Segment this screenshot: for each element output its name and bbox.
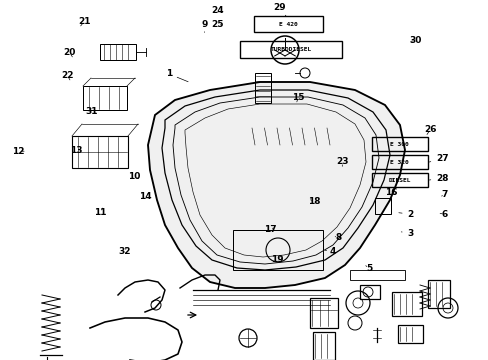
Text: 25: 25 [211,20,224,29]
Bar [312,332,334,360]
Bar [232,230,323,270]
Text: E 420: E 420 [279,22,297,27]
Bar [100,44,136,60]
Text: 18: 18 [307,197,320,206]
Text: 21: 21 [78,17,90,26]
Text: 13: 13 [69,146,82,155]
Text: 24: 24 [211,5,224,14]
Bar [349,270,404,280]
Text: E 320: E 320 [389,159,408,165]
Bar [72,136,128,168]
Text: 11: 11 [94,208,106,217]
Bar [371,137,427,151]
Bar [427,280,449,308]
Text: 29: 29 [273,3,285,16]
Text: 5: 5 [365,264,371,273]
Bar [391,292,421,316]
Bar [254,16,322,32]
Bar [83,86,127,110]
Bar [309,298,337,328]
Text: 31: 31 [85,107,98,116]
Bar [371,155,427,169]
Text: 15: 15 [291,93,304,102]
Text: 16: 16 [384,188,397,197]
Text: 12: 12 [12,147,25,156]
Polygon shape [148,82,404,288]
Text: 7: 7 [441,190,447,199]
Bar [239,41,342,58]
Bar [371,173,427,187]
Text: 30: 30 [408,36,421,45]
Text: 6: 6 [439,210,447,219]
Text: 22: 22 [61,71,74,80]
Text: 28: 28 [428,174,448,183]
Text: 3: 3 [401,229,413,238]
Text: 14: 14 [139,192,152,201]
Text: 32: 32 [118,247,131,256]
Text: 2: 2 [398,210,413,219]
Bar [254,73,270,103]
Text: 19: 19 [271,255,284,264]
Text: TURBODIESEL: TURBODIESEL [270,47,311,52]
Text: 10: 10 [128,172,141,181]
Text: 8: 8 [334,233,341,242]
Text: 17: 17 [263,225,276,234]
Text: 26: 26 [423,125,436,135]
Bar [397,325,422,343]
Text: 4: 4 [325,247,335,256]
Bar [359,285,379,299]
Bar [374,198,390,214]
Text: DIESEL: DIESEL [387,177,410,183]
Text: 20: 20 [63,48,76,57]
Text: 9: 9 [201,20,207,32]
Text: 23: 23 [335,158,348,166]
Text: 27: 27 [428,154,448,163]
Text: 1: 1 [165,69,188,82]
Text: E 300: E 300 [389,141,408,147]
